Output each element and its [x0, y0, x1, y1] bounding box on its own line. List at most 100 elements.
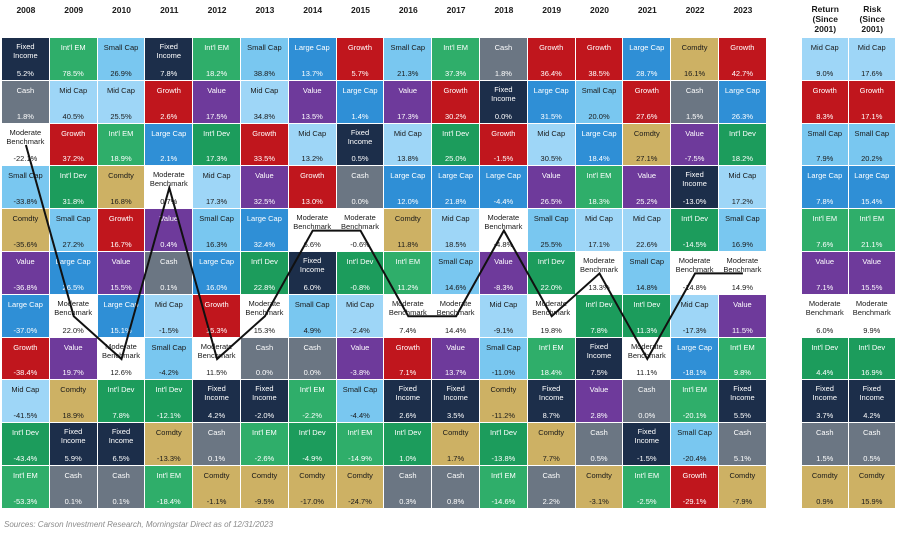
y2016-cell-moderate-benchmark: Moderate Benchmark 7.4% [384, 294, 433, 338]
return-value: 18.5% [444, 239, 467, 249]
return-value: 30.5% [540, 154, 562, 164]
asset-class-label: Value [398, 85, 418, 95]
return-value: 21.8% [444, 197, 467, 207]
return-value: -0.8% [350, 282, 370, 292]
y2011-cell-fixed-income: Fixed Income 7.8% [145, 38, 194, 81]
return-value: 6.0% [303, 282, 321, 292]
return-value: 1.8% [16, 111, 34, 121]
asset-class-label: Mid Cap [154, 299, 183, 309]
return-value: -22.1% [13, 154, 38, 164]
y2021-cell-moderate-benchmark: Moderate Benchmark 11.1% [623, 337, 672, 381]
asset-class-label: Small Cap [629, 257, 665, 266]
asset-class-label: Moderate Benchmark [436, 298, 475, 317]
return-value: 16.1% [683, 68, 706, 78]
asset-class-label: Int'l Dev [250, 257, 278, 266]
return-value: -4.8% [493, 239, 514, 249]
return-value: -7.5% [684, 154, 705, 164]
y2009-cell-int-l-dev: Int'l Dev 31.8% [49, 166, 98, 210]
asset-class-label: Moderate Benchmark [341, 213, 379, 232]
y2023-cell-large-cap: Large Cap 26.3% [719, 80, 767, 124]
y2009-cell-mid-cap: Mid Cap 40.5% [49, 80, 98, 124]
return-value: 27.2% [62, 239, 84, 249]
asset-class-label: Fixed Income [204, 384, 229, 403]
asset-class-label: Value [302, 85, 322, 95]
return-value: 15.9% [861, 496, 883, 506]
asset-class-label: Moderate Benchmark [245, 298, 284, 317]
y2015-cell-growth: Growth 5.7% [336, 38, 385, 81]
y2010-cell-fixed-income: Fixed Income 6.5% [97, 423, 146, 466]
y2010-cell-int-l-dev: Int'l Dev 7.8% [97, 380, 146, 424]
asset-class-label: Comdty [394, 214, 421, 224]
asset-class-label: Mid Cap [441, 214, 470, 224]
y2021-cell-comdty: Comdty 27.1% [623, 123, 672, 167]
y2021-cell-large-cap: Large Cap 28.7% [623, 38, 672, 81]
asset-class-label: Large Cap [629, 43, 665, 52]
return-value: 32.4% [253, 239, 276, 249]
y2012-cell-cash: Cash 0.1% [193, 423, 241, 466]
return-value: -8.3% [493, 282, 514, 292]
asset-class-label: Moderate Benchmark [723, 256, 762, 274]
return-value: 5.2% [16, 68, 34, 78]
return-value: 25.5% [110, 111, 132, 121]
y2021-cell-int-l-dev: Int'l Dev 11.3% [623, 294, 672, 338]
return-value: 17.3% [205, 197, 228, 207]
asset-class-label: Int'l EM [204, 43, 229, 52]
asset-class-label: Small Cap [247, 43, 282, 52]
return-value: 4.9% [303, 325, 321, 335]
y2016-cell-large-cap: Large Cap 12.0% [384, 166, 433, 210]
y2023-cell-cash: Cash 5.1% [719, 423, 767, 466]
return-value: 38.5% [588, 68, 610, 78]
asset-class-label: Growth [586, 43, 612, 52]
year-header-2021: 2021 [637, 5, 657, 15]
y2008-cell-small-cap: Small Cap -33.8% [2, 166, 50, 210]
asset-class-label: Comdty [858, 471, 885, 480]
y2011-cell-value: Value 0.4% [145, 209, 194, 252]
y2010-cell-moderate-benchmark: Moderate Benchmark 12.6% [97, 337, 146, 381]
asset-class-label: Small Cap [533, 214, 569, 224]
asset-class-label: Cash [542, 471, 560, 480]
asset-class-label: Fixed Income [108, 427, 134, 446]
return-value: 0.3% [399, 496, 417, 506]
asset-class-label: Value [111, 257, 131, 266]
summary-return-cell-growth: Growth 8.3% [802, 80, 849, 124]
y2015-cell-small-cap: Small Cap -4.4% [336, 380, 385, 424]
return-value: 7.8% [590, 325, 608, 335]
return-value: -38.4% [13, 368, 38, 378]
return-value: -29.1% [682, 496, 707, 506]
asset-class-label: Mid Cap [11, 385, 40, 395]
asset-class-label: Cash [207, 428, 226, 438]
return-value: 18.9% [110, 154, 132, 164]
y2009-cell-growth: Growth 37.2% [49, 123, 98, 167]
return-value: 18.2% [731, 154, 754, 164]
return-value: 11.5% [206, 368, 227, 378]
return-value: 0.1% [64, 496, 82, 506]
return-value: -9.5% [254, 496, 275, 506]
y2022-cell-moderate-benchmark: Moderate Benchmark -14.8% [671, 252, 719, 295]
asset-class-label: Cash [16, 85, 35, 95]
asset-class-label: Large Cap [199, 257, 235, 266]
y2020-cell-small-cap: Small Cap 20.0% [575, 80, 624, 124]
y2021-cell-cash: Cash 0.0% [623, 380, 672, 424]
asset-class-label: Mid Cap [537, 128, 566, 138]
year-header-2017: 2017 [446, 5, 466, 15]
year-header-2016: 2016 [398, 5, 418, 15]
return-value: 33.5% [253, 154, 276, 164]
y2019-cell-cash: Cash 2.2% [527, 466, 576, 509]
y2022-cell-cash: Cash 1.5% [671, 80, 719, 124]
asset-class-label: Comdty [60, 385, 87, 395]
summary-return-cell-int-l-em: Int'l EM 7.6% [802, 209, 849, 252]
return-value: 0.7% [160, 197, 178, 207]
y2016-cell-int-l-dev: Int'l Dev 1.0% [384, 423, 433, 466]
return-value: 2.1% [160, 154, 178, 164]
y2011-cell-comdty: Comdty -13.3% [145, 423, 194, 466]
return-value: -0.6% [350, 239, 370, 249]
asset-class-label: Cash [303, 342, 321, 352]
y2016-cell-growth: Growth 7.1% [384, 337, 433, 381]
y2023-cell-value: Value 11.5% [719, 294, 767, 338]
return-value: 14.4% [444, 325, 467, 335]
summary-header-risk: Risk (Since 2001) [859, 4, 885, 34]
asset-class-label: Large Cap [151, 128, 187, 138]
y2016-cell-int-l-em: Int'l EM 11.2% [384, 252, 433, 295]
asset-class-label: Int'l Dev [585, 299, 613, 309]
asset-class-label: Mid Cap [680, 299, 709, 309]
